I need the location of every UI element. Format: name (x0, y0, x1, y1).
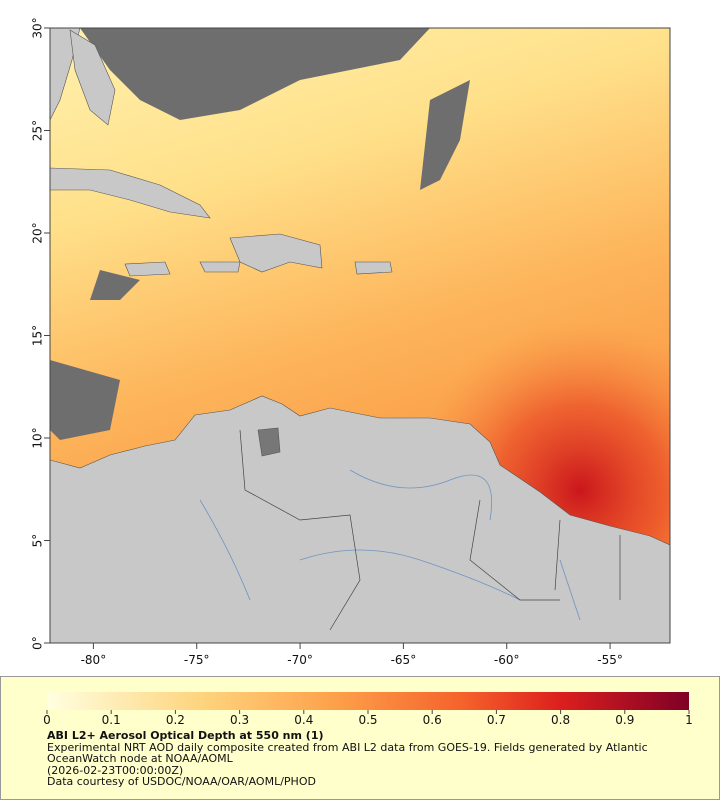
y-tick-label: 5° (31, 534, 45, 548)
x-tick-label: -75° (184, 653, 210, 667)
land (50, 28, 670, 643)
caption: ABI L2+ Aerosol Optical Depth at 550 nm … (47, 730, 687, 788)
y-tick-label: 10° (31, 427, 45, 448)
colorbar-tick-label: 0.9 (615, 713, 634, 727)
x-tick-label: -60° (494, 653, 520, 667)
colorbar-tick-label: 0.1 (102, 713, 121, 727)
lake (257, 427, 281, 457)
caption-description: Experimental NRT AOD daily composite cre… (47, 740, 648, 765)
colorbar-tick-label: 0.5 (358, 713, 377, 727)
x-tick-label: -55° (597, 653, 623, 667)
colorbar-tick-label: 0.2 (166, 713, 185, 727)
colorbar-tick-label: 0.7 (487, 713, 506, 727)
caption-credit: Data courtesy of USDOC/NOAA/OAR/AOML/PHO… (47, 775, 316, 788)
borders (239, 429, 621, 631)
caption-timestamp: (2026-02-23T00:00:00Z) (47, 763, 184, 777)
y-tick-label: 25° (31, 120, 45, 141)
colorbar-tick-label: 0.3 (230, 713, 249, 727)
y-tick-label: 30° (31, 17, 45, 38)
y-tick-label: 20° (31, 222, 45, 243)
colorbar-tick-label: 0 (43, 713, 51, 727)
y-tick-label: 15° (31, 325, 45, 346)
colorbar-tick-label: 0.6 (423, 713, 442, 727)
rivers (199, 469, 581, 621)
x-tick-label: -65° (391, 653, 417, 667)
x-tick-label: -80° (81, 653, 107, 667)
colorbar (47, 692, 689, 710)
x-tick-label: -70° (287, 653, 313, 667)
colorbar-tick-label: 0.4 (294, 713, 313, 727)
colorbar-tick-label: 1 (685, 713, 693, 727)
caption-title: ABI L2+ Aerosol Optical Depth at 550 nm … (47, 729, 324, 742)
map-area (50, 28, 670, 643)
y-tick-label: 0° (31, 636, 45, 650)
colorbar-tick-label: 0.8 (551, 713, 570, 727)
